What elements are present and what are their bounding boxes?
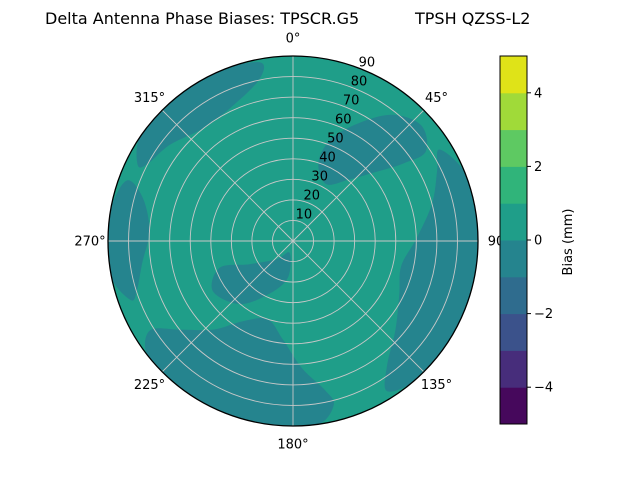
radial-label-30: 30 bbox=[311, 170, 328, 185]
colorbar-tick-label-0: 0 bbox=[534, 234, 542, 249]
azimuth-label-45: 45° bbox=[425, 91, 448, 106]
contour-region-northeast-patch bbox=[318, 114, 428, 185]
contour-region-south-patch bbox=[144, 318, 334, 426]
colorbar-band-8 bbox=[500, 92, 527, 131]
figure-title-left: Delta Antenna Phase Biases: TPSCR.G5 bbox=[45, 9, 359, 28]
azimuth-label-180: 180° bbox=[277, 438, 308, 453]
azimuth-label-0: 0° bbox=[286, 32, 301, 47]
colorbar-axis-label: Bias (mm) bbox=[561, 209, 576, 276]
azimuth-label-315: 315° bbox=[134, 91, 165, 106]
colorbar-band-6 bbox=[500, 166, 527, 204]
grid-spoke bbox=[292, 109, 425, 242]
radial-label-80: 80 bbox=[351, 75, 368, 90]
azimuth-label-135: 135° bbox=[421, 378, 452, 393]
colorbar-band-0 bbox=[500, 387, 527, 425]
colorbar-band-1 bbox=[500, 350, 527, 388]
colorbar: −4 −2 0 2 4 bbox=[499, 55, 553, 425]
colorbar-tick-label--2: −2 bbox=[534, 307, 553, 322]
colorbar-band-3 bbox=[500, 276, 527, 315]
colorbar-band-2 bbox=[500, 313, 527, 351]
azimuth-label-270: 270° bbox=[74, 235, 105, 250]
grid-spoke bbox=[161, 109, 294, 242]
polar-plot: 0° 45° 90 135° 180° 225° 270° 315° 10 20 30 40 50 60 7… bbox=[74, 32, 504, 453]
colorbar-band-7 bbox=[500, 129, 527, 167]
colorbar-band-5 bbox=[500, 203, 527, 241]
radial-label-50: 50 bbox=[327, 132, 344, 147]
grid-spoke bbox=[292, 240, 425, 373]
colorbar-tick-label-4: 4 bbox=[534, 86, 542, 101]
radial-label-40: 40 bbox=[319, 151, 336, 166]
radial-label-90: 90 bbox=[359, 56, 376, 71]
contour-region-center-patch bbox=[211, 252, 291, 305]
colorbar-tick-label--4: −4 bbox=[534, 381, 553, 396]
grid-spoke bbox=[161, 240, 294, 373]
radial-label-20: 20 bbox=[304, 189, 321, 204]
colorbar-tick-label-2: 2 bbox=[534, 160, 542, 175]
radial-label-70: 70 bbox=[343, 94, 360, 109]
radial-label-10: 10 bbox=[296, 208, 313, 223]
polar-outline bbox=[107, 55, 479, 427]
colorbar-band-4 bbox=[500, 240, 527, 278]
radial-label-60: 60 bbox=[335, 113, 352, 128]
figure-title-right: TPSH QZSS-L2 bbox=[414, 9, 530, 28]
azimuth-label-225: 225° bbox=[134, 378, 165, 393]
colorbar-band-9 bbox=[500, 56, 527, 94]
